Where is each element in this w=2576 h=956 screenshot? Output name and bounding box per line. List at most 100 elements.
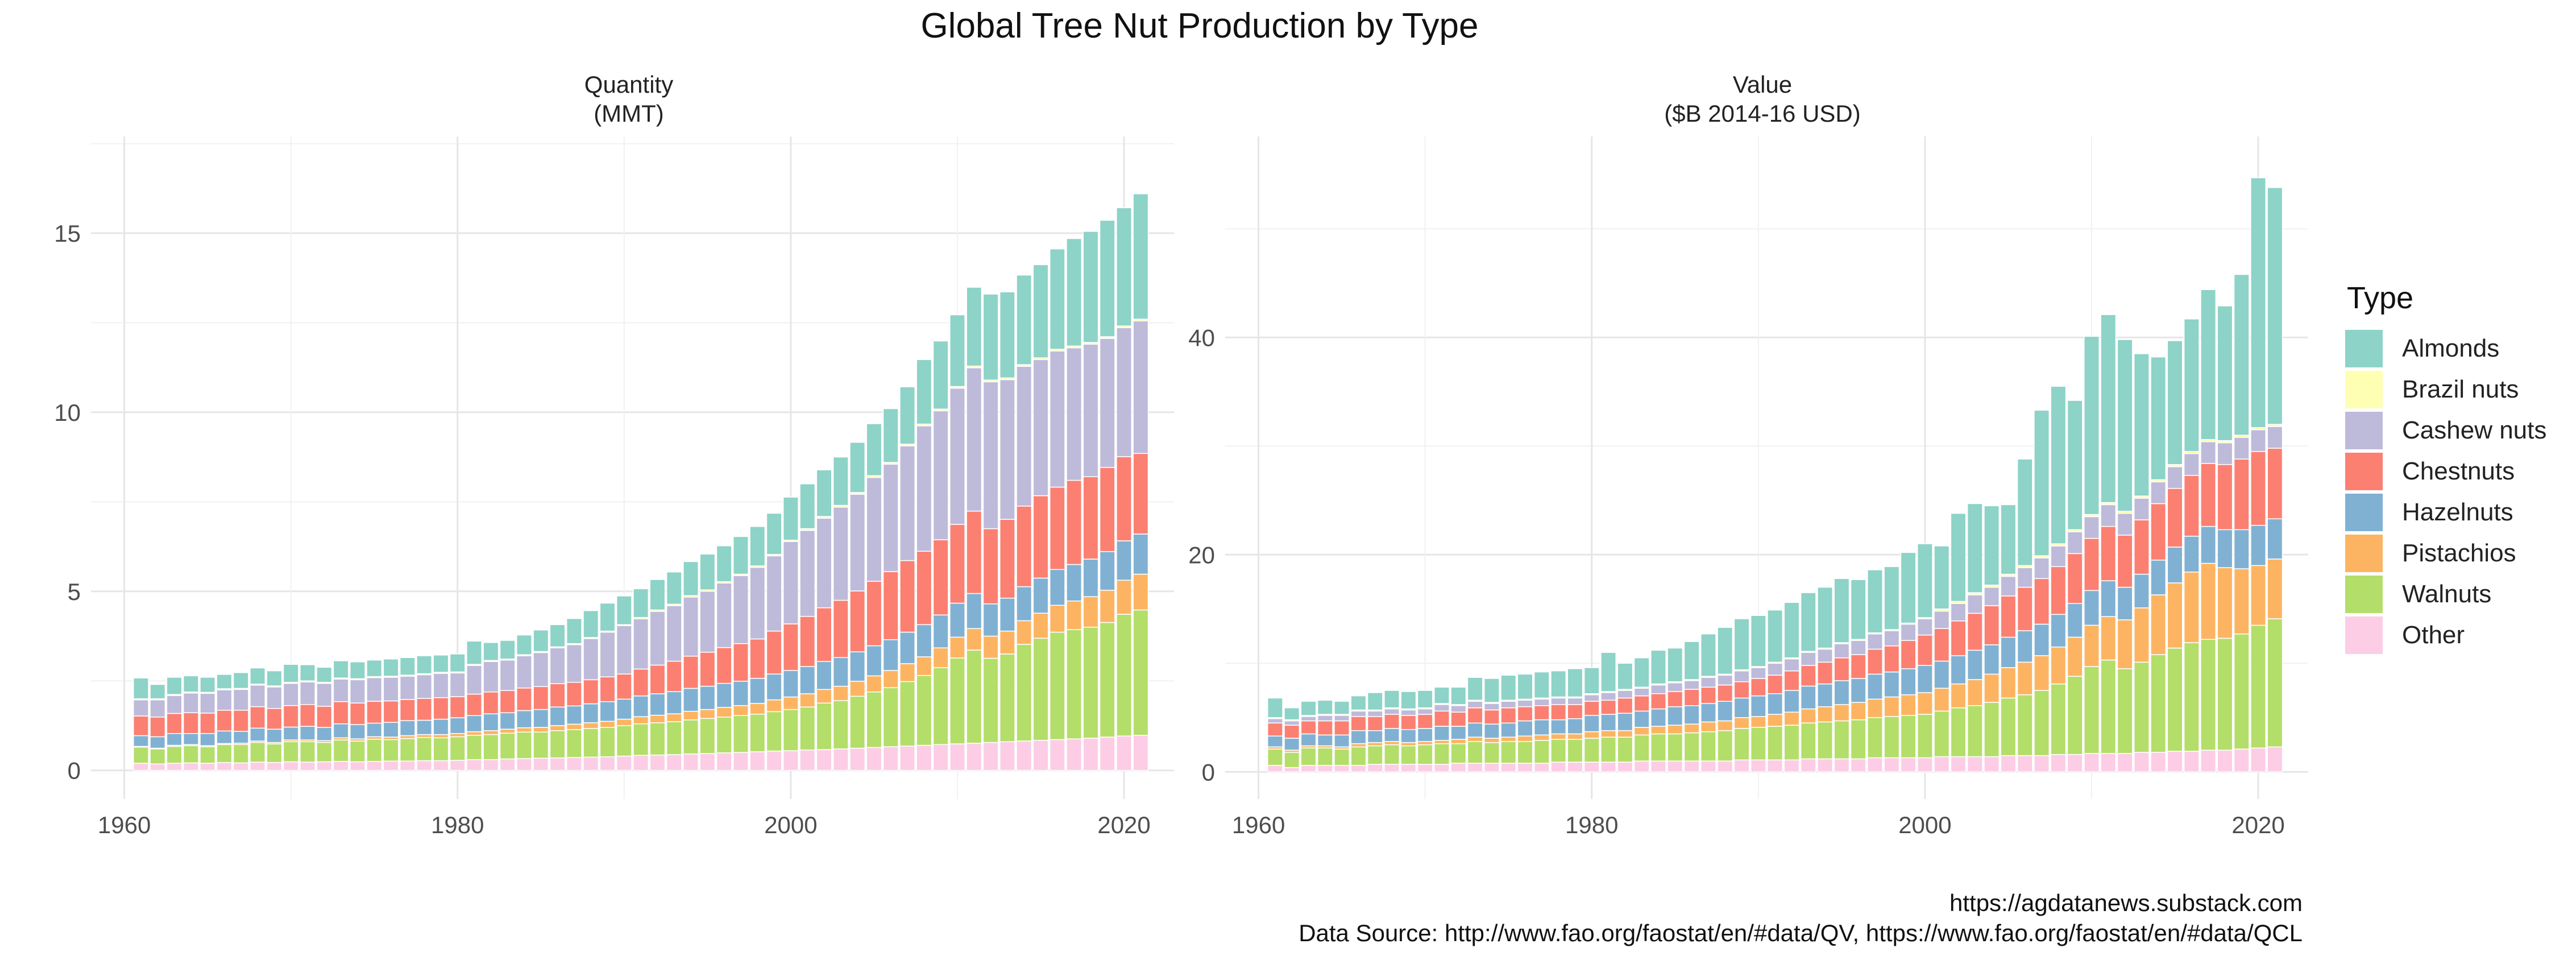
- quantity-bar-cashew-nuts-1970: [283, 682, 299, 706]
- value-bar-hazelnuts-1998: [1884, 671, 1900, 698]
- quantity-bar-other-1986: [549, 757, 566, 771]
- quantity-bar-hazelnuts-2019: [1099, 551, 1115, 591]
- value-bar-cashew-nuts-1990: [1750, 667, 1766, 679]
- quantity-bar-chestnuts-2015: [1032, 495, 1049, 579]
- quantity-bar-hazelnuts-2018: [1082, 558, 1099, 597]
- value-bar-almonds-1979: [1567, 668, 1583, 698]
- value-x-tick-label: 1980: [1565, 812, 1618, 838]
- value-bar-other-2009: [2067, 754, 2083, 773]
- value-bar-pistachios-1978: [1550, 733, 1567, 740]
- value-bar-walnuts-2010: [2084, 666, 2100, 754]
- quantity-bar-pistachios-1991: [633, 716, 649, 725]
- value-bar-chestnuts-2021: [2267, 448, 2283, 520]
- value-bar-almonds-1993: [1800, 592, 1816, 652]
- value-bar-pistachios-1999: [1900, 694, 1917, 716]
- value-bars: [1267, 177, 2283, 773]
- value-bar-hazelnuts-1962: [1284, 738, 1300, 751]
- quantity-bar-cashew-nuts-1983: [499, 659, 516, 691]
- value-bar-other-1962: [1284, 767, 1300, 773]
- legend-key-brazil-nuts: [2345, 371, 2383, 408]
- value-bar-pistachios-2010: [2084, 624, 2100, 667]
- quantity-bar-hazelnuts-2011: [966, 593, 982, 629]
- quantity-bar-chestnuts-1988: [583, 679, 599, 705]
- value-bar-almonds-1961: [1267, 697, 1283, 718]
- value-bar-chestnuts-2004: [1984, 605, 2000, 645]
- value-bar-hazelnuts-1989: [1733, 697, 1750, 718]
- quantity-bar-pistachios-2007: [899, 663, 916, 682]
- value-bar-almonds-2002: [1950, 512, 1967, 602]
- value-bar-chestnuts-1970: [1417, 714, 1433, 729]
- value-bar-cashew-nuts-2001: [1934, 610, 1950, 629]
- quantity-bar-cashew-nuts-1961: [132, 699, 149, 717]
- value-bar-chestnuts-1991: [1767, 674, 1783, 694]
- quantity-bar-almonds-1980: [449, 653, 466, 673]
- quantity-bar-pistachios-1983: [499, 729, 516, 734]
- quantity-bar-other-1965: [200, 763, 216, 771]
- quantity-bar-hazelnuts-2006: [882, 639, 899, 671]
- quantity-bar-walnuts-2015: [1032, 638, 1049, 741]
- value-bar-walnuts-1990: [1750, 727, 1766, 760]
- value-bar-almonds-1969: [1400, 691, 1417, 710]
- quantity-bar-hazelnuts-1981: [466, 715, 483, 732]
- quantity-y-tick-label: 15: [54, 220, 81, 247]
- quantity-bar-cashew-nuts-1965: [200, 693, 216, 714]
- quantity-bar-walnuts-1981: [466, 735, 483, 760]
- value-bar-hazelnuts-1972: [1450, 726, 1467, 740]
- value-bar-chestnuts-1964: [1317, 720, 1333, 736]
- quantity-bar-chestnuts-1968: [250, 706, 266, 729]
- value-bar-almonds-2009: [2067, 400, 2083, 531]
- quantity-bar-walnuts-2004: [849, 696, 866, 749]
- value-bar-pistachios-2002: [1950, 683, 1967, 709]
- value-bar-pistachios-2004: [1984, 673, 2000, 703]
- quantity-bar-walnuts-1971: [300, 741, 316, 763]
- value-bar-chestnuts-1980: [1583, 701, 1600, 716]
- value-bar-pistachios-1973: [1467, 736, 1483, 742]
- quantity-bar-almonds-1995: [699, 553, 716, 590]
- quantity-bar-almonds-2021: [1133, 193, 1149, 320]
- quantity-bar-walnuts-1965: [200, 746, 216, 764]
- quantity-bar-chestnuts-1985: [533, 686, 549, 710]
- value-bar-chestnuts-1982: [1617, 697, 1633, 714]
- quantity-bar-hazelnuts-2010: [949, 602, 965, 638]
- value-bar-walnuts-1966: [1350, 746, 1367, 766]
- value-bar-cashew-nuts-1965: [1334, 715, 1350, 722]
- legend-label-other: Other: [2402, 621, 2465, 649]
- value-bar-pistachios-1997: [1867, 698, 1883, 718]
- value-bar-hazelnuts-2012: [2117, 586, 2133, 620]
- quantity-bar-pistachios-2019: [1099, 590, 1115, 623]
- quantity-bar-other-1991: [633, 755, 649, 771]
- quantity-bar-hazelnuts-2007: [899, 631, 916, 664]
- quantity-bar-almonds-2016: [1049, 248, 1065, 350]
- quantity-bar-chestnuts-2018: [1082, 476, 1099, 560]
- value-bar-hazelnuts-1967: [1367, 730, 1383, 743]
- value-bar-walnuts-1998: [1884, 716, 1900, 759]
- quantity-bar-almonds-2007: [899, 386, 916, 445]
- value-bar-other-1980: [1583, 762, 1600, 773]
- value-bar-almonds-2008: [2050, 386, 2067, 544]
- value-bar-walnuts-2005: [2000, 697, 2017, 756]
- legend-key-chestnuts: [2345, 453, 2383, 490]
- value-bar-cashew-nuts-2006: [2017, 567, 2033, 588]
- value-bar-other-1972: [1450, 763, 1467, 773]
- value-bar-hazelnuts-1964: [1317, 734, 1333, 747]
- quantity-bar-chestnuts-2021: [1133, 453, 1149, 535]
- quantity-bar-other-1985: [533, 758, 549, 771]
- quantity-bar-hazelnuts-2012: [982, 603, 999, 637]
- quantity-x-tick-label: 2000: [764, 812, 817, 838]
- quantity-bar-almonds-1985: [533, 630, 549, 652]
- value-bar-other-2007: [2034, 755, 2050, 773]
- value-bar-walnuts-1994: [1817, 721, 1834, 760]
- value-bar-other-2018: [2217, 750, 2233, 773]
- value-bar-cashew-nuts-1998: [1884, 630, 1900, 647]
- value-bar-other-1995: [1834, 758, 1850, 773]
- value-bar-almonds-2003: [1967, 503, 1983, 593]
- value-bar-other-1961: [1267, 765, 1283, 773]
- value-bar-hazelnuts-1999: [1900, 668, 1917, 696]
- value-bar-cashew-nuts-1968: [1384, 708, 1400, 715]
- quantity-bar-chestnuts-2011: [966, 510, 982, 594]
- quantity-bar-chestnuts-1974: [349, 702, 366, 725]
- value-bar-almonds-1991: [1767, 609, 1783, 663]
- value-bar-pistachios-1983: [1633, 727, 1650, 736]
- quantity-bar-pistachios-2000: [782, 696, 799, 710]
- value-bar-cashew-nuts-2019: [2233, 437, 2250, 460]
